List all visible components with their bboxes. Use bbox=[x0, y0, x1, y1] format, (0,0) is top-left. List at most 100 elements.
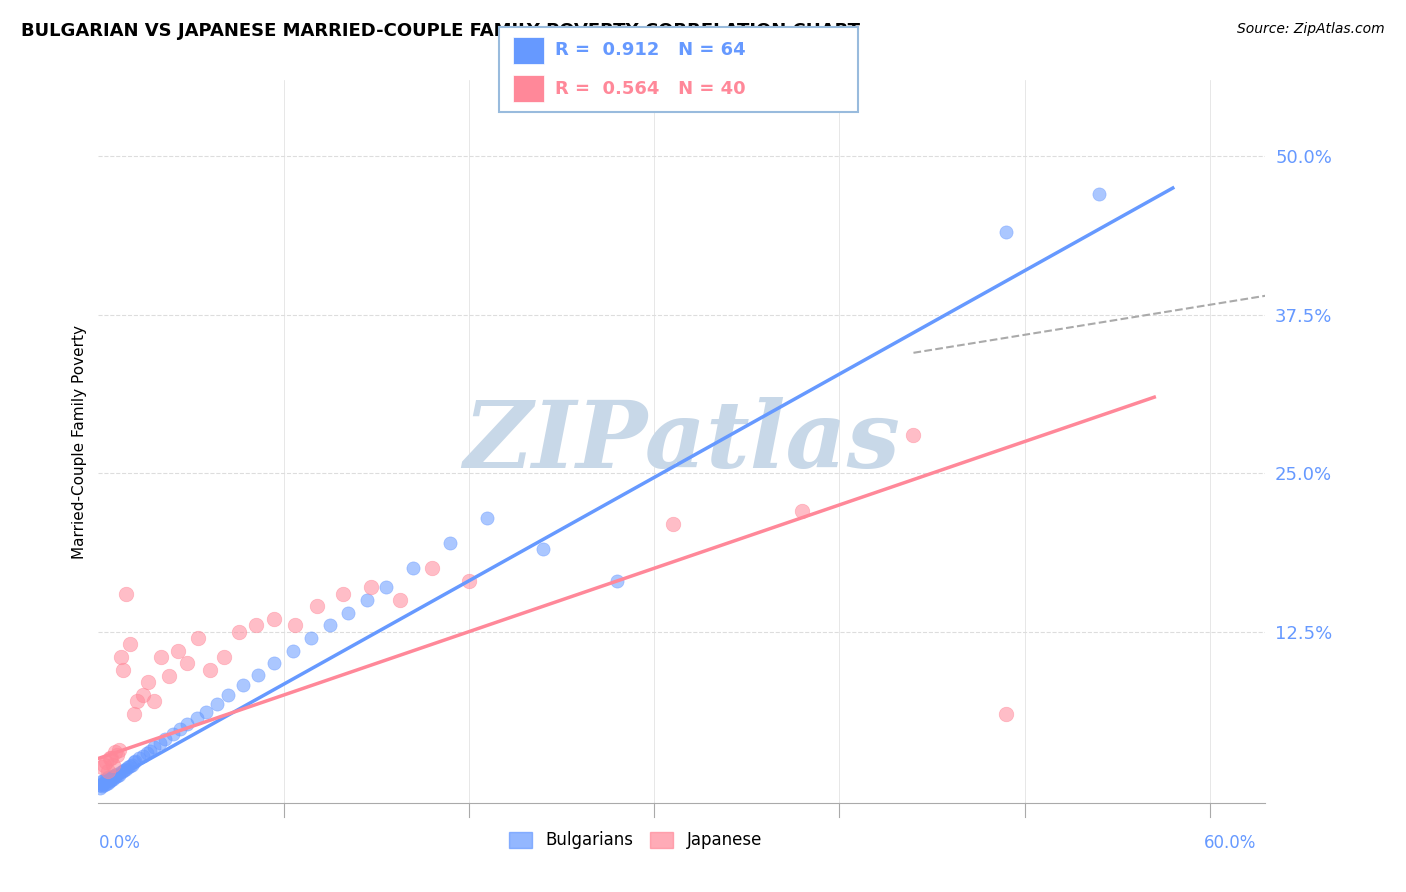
Point bbox=[245, 618, 267, 632]
Point bbox=[246, 667, 269, 681]
Point bbox=[139, 744, 162, 758]
Point bbox=[356, 593, 378, 607]
Point bbox=[263, 612, 285, 626]
Point bbox=[606, 574, 628, 588]
Point bbox=[477, 510, 499, 524]
Point bbox=[360, 580, 382, 594]
Point bbox=[105, 766, 128, 780]
Point bbox=[661, 516, 683, 531]
Point bbox=[150, 650, 173, 665]
Point bbox=[118, 759, 141, 773]
Point bbox=[124, 754, 146, 768]
Point bbox=[89, 780, 111, 795]
Point bbox=[91, 774, 114, 789]
Point bbox=[167, 643, 190, 657]
Point bbox=[135, 747, 157, 761]
Point bbox=[995, 226, 1018, 240]
Point bbox=[301, 631, 323, 645]
Point bbox=[91, 777, 114, 791]
Point bbox=[128, 751, 150, 765]
Point bbox=[281, 643, 304, 657]
Point bbox=[103, 757, 125, 772]
Point bbox=[337, 606, 360, 620]
Point bbox=[118, 637, 141, 651]
Point bbox=[93, 757, 115, 772]
Point bbox=[100, 772, 122, 787]
Point bbox=[176, 657, 198, 671]
Point bbox=[112, 763, 135, 777]
Point bbox=[93, 778, 115, 792]
Point bbox=[198, 663, 221, 677]
Point bbox=[531, 542, 554, 557]
Point bbox=[91, 760, 114, 774]
Point bbox=[89, 778, 111, 792]
Point bbox=[105, 769, 128, 783]
Point bbox=[111, 663, 134, 677]
Point bbox=[115, 587, 138, 601]
Text: R =  0.564   N = 40: R = 0.564 N = 40 bbox=[555, 79, 747, 97]
Text: R =  0.912   N = 64: R = 0.912 N = 64 bbox=[555, 41, 747, 60]
Point bbox=[143, 694, 166, 708]
Point bbox=[122, 756, 145, 770]
Point bbox=[232, 678, 254, 692]
Point bbox=[792, 504, 814, 518]
Point bbox=[97, 775, 120, 789]
Point bbox=[104, 771, 127, 785]
Point bbox=[93, 775, 115, 789]
Point bbox=[319, 618, 342, 632]
Point bbox=[107, 768, 129, 782]
Point bbox=[94, 774, 117, 789]
Point bbox=[132, 748, 155, 763]
Point bbox=[97, 764, 120, 778]
Point bbox=[420, 561, 443, 575]
Point bbox=[100, 771, 122, 785]
Point bbox=[103, 772, 125, 786]
Point bbox=[97, 771, 120, 785]
Point bbox=[148, 736, 170, 750]
Point bbox=[143, 739, 166, 754]
Point bbox=[98, 772, 121, 786]
Point bbox=[122, 707, 145, 722]
Point bbox=[153, 732, 176, 747]
Point bbox=[186, 711, 208, 725]
Point bbox=[111, 764, 134, 778]
Point bbox=[98, 774, 121, 789]
Point bbox=[187, 631, 209, 645]
Point bbox=[105, 747, 128, 762]
Point bbox=[138, 675, 160, 690]
Point bbox=[217, 688, 239, 702]
Point bbox=[214, 650, 236, 665]
Point bbox=[94, 777, 117, 791]
Point bbox=[228, 624, 250, 639]
Point bbox=[374, 580, 396, 594]
Point bbox=[389, 593, 412, 607]
Point bbox=[1087, 187, 1109, 202]
Point bbox=[284, 618, 307, 632]
Point bbox=[205, 697, 228, 711]
Point bbox=[457, 574, 479, 588]
Point bbox=[97, 772, 120, 787]
Point bbox=[903, 428, 925, 442]
Point bbox=[110, 650, 132, 665]
Point bbox=[263, 657, 285, 671]
Point bbox=[995, 707, 1018, 722]
Point bbox=[117, 760, 139, 774]
Point bbox=[98, 751, 121, 765]
Point bbox=[332, 587, 354, 601]
Text: Source: ZipAtlas.com: Source: ZipAtlas.com bbox=[1237, 22, 1385, 37]
Point bbox=[115, 762, 138, 776]
Point bbox=[94, 756, 117, 770]
Text: BULGARIAN VS JAPANESE MARRIED-COUPLE FAMILY POVERTY CORRELATION CHART: BULGARIAN VS JAPANESE MARRIED-COUPLE FAM… bbox=[21, 22, 860, 40]
Point bbox=[103, 769, 125, 783]
Point bbox=[104, 745, 127, 759]
Point bbox=[162, 727, 184, 741]
Point bbox=[439, 536, 461, 550]
Point bbox=[91, 780, 114, 794]
Point bbox=[305, 599, 328, 614]
Point bbox=[402, 561, 425, 575]
Legend: Bulgarians, Japanese: Bulgarians, Japanese bbox=[502, 824, 769, 856]
Point bbox=[176, 717, 198, 731]
Point bbox=[194, 705, 217, 719]
Point bbox=[93, 772, 115, 787]
Point bbox=[94, 772, 117, 786]
